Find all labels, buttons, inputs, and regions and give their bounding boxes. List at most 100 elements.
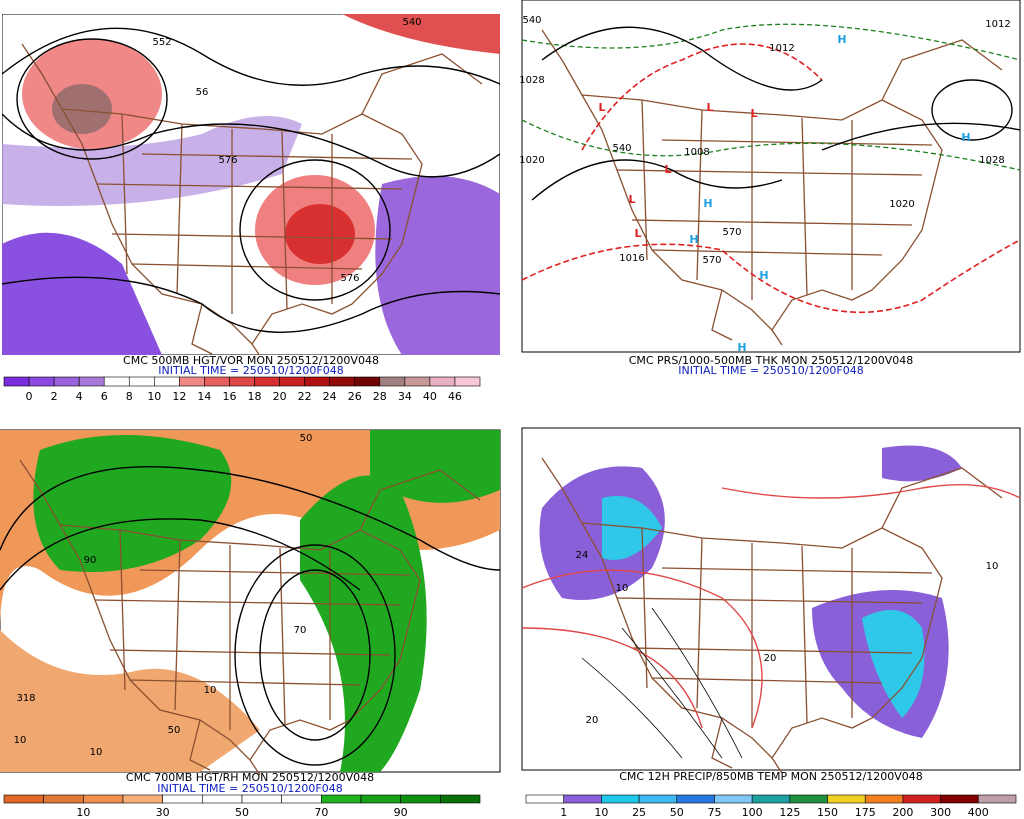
panel-title: CMC 500MB HGT/VOR MON 250512/1200V048 xyxy=(123,354,379,367)
colorbar-swatch xyxy=(902,794,941,804)
colorbar-swatch xyxy=(304,376,330,387)
colorbar-swatch xyxy=(28,376,55,387)
contour-label: 10 xyxy=(986,561,999,572)
colorbar-label: 10 xyxy=(76,806,90,819)
colorbar-label: 30 xyxy=(156,806,170,819)
pressure-symbol: L xyxy=(664,163,671,176)
pressure-symbol: L xyxy=(706,101,713,114)
contour-label: 24 xyxy=(576,550,589,561)
pressure-symbol: L xyxy=(598,101,605,114)
colorbar-label: 150 xyxy=(817,806,838,819)
colorbar-label: 8 xyxy=(126,390,133,403)
colorbar-label: 2 xyxy=(51,390,58,403)
colorbar-swatch xyxy=(354,376,381,387)
colorbar-label: 12 xyxy=(172,390,186,403)
colorbar-swatch xyxy=(154,376,180,387)
panel-title: CMC 12H PRECIP/850MB TEMP MON 250512/120… xyxy=(619,770,923,783)
panel-title: CMC PRS/1000-500MB THK MON 250512/1200V0… xyxy=(629,354,914,367)
colorbar-label: 20 xyxy=(273,390,287,403)
contour-label: 1016 xyxy=(619,253,644,264)
initial-time: INITIAL TIME = 250510/1200F048 xyxy=(157,782,342,795)
colorbar-swatch xyxy=(254,376,280,387)
colorbar-label: 100 xyxy=(742,806,763,819)
colorbar-label: 400 xyxy=(968,806,989,819)
colorbar-swatch xyxy=(440,794,481,804)
contour-label: 1028 xyxy=(979,155,1004,166)
colorbar-label: 70 xyxy=(314,806,328,819)
pressure-symbol: L xyxy=(750,107,757,120)
contour-label: 56 xyxy=(196,87,209,98)
contour-label: 1012 xyxy=(769,43,794,54)
contour-label: 20 xyxy=(764,653,777,664)
colorbar-swatch xyxy=(204,376,230,387)
pressure-symbol: H xyxy=(689,233,698,246)
panel-title: CMC 700MB HGT/RH MON 250512/1200V048 xyxy=(126,771,374,784)
colorbar-swatch xyxy=(400,794,441,804)
colorbar-swatch xyxy=(714,794,753,804)
contour-label: 540 xyxy=(402,17,421,28)
pressure-symbol: L xyxy=(634,227,641,240)
contour-label: 1020 xyxy=(519,155,544,166)
precip-map xyxy=(521,427,1021,774)
colorbar-label: 22 xyxy=(298,390,312,403)
colorbar-swatch xyxy=(329,376,356,387)
contour-label: 576 xyxy=(218,155,237,166)
colorbar-swatch xyxy=(3,376,30,387)
pressure-symbol: H xyxy=(837,33,846,46)
colorbar-swatch xyxy=(53,376,80,387)
colorbar-swatch xyxy=(454,376,481,387)
initial-time: INITIAL TIME = 250510/1200F048 xyxy=(678,364,863,377)
colorbar-swatch xyxy=(429,376,456,387)
initial-time: INITIAL TIME = 250510/1200F048 xyxy=(158,364,343,377)
colorbar-swatch xyxy=(751,794,791,804)
contour-label: 20 xyxy=(586,715,599,726)
colorbar-swatch xyxy=(379,376,406,387)
colorbar-label: 50 xyxy=(670,806,684,819)
pressure-symbol: L xyxy=(628,193,635,206)
colorbar-swatch xyxy=(827,794,866,804)
colorbar-label: 90 xyxy=(394,806,408,819)
colorbar-swatch xyxy=(864,794,904,804)
contour-label: 10 xyxy=(90,747,103,758)
colorbar-swatch xyxy=(279,376,305,387)
colorbar-swatch xyxy=(676,794,715,804)
colorbar-label: 10 xyxy=(594,806,608,819)
pressure-symbol: H xyxy=(737,341,746,354)
colorbar-swatch xyxy=(202,794,243,804)
colorbar-label: 0 xyxy=(26,390,33,403)
contour-label: 50 xyxy=(300,433,313,444)
colorbar-swatch xyxy=(978,794,1017,804)
colorbar-swatch xyxy=(525,794,564,804)
humidity-map xyxy=(0,429,501,776)
colorbar-label: 6 xyxy=(101,390,108,403)
colorbar-swatch xyxy=(229,376,255,387)
colorbar-swatch xyxy=(789,794,828,804)
colorbar-label: 125 xyxy=(779,806,800,819)
colorbar-swatch xyxy=(404,376,431,387)
colorbar-label: 25 xyxy=(632,806,646,819)
colorbar-swatch xyxy=(162,794,203,804)
colorbar-swatch xyxy=(103,376,130,387)
contour-label: 1020 xyxy=(889,199,914,210)
colorbar-swatch xyxy=(321,794,362,804)
colorbar-label: 14 xyxy=(197,390,211,403)
contour-label: 50 xyxy=(168,725,181,736)
contour-label: 90 xyxy=(84,555,97,566)
contour-label: 540 xyxy=(522,15,541,26)
colorbar-swatch xyxy=(122,794,163,804)
colorbar-label: 24 xyxy=(323,390,337,403)
colorbar-label: 16 xyxy=(222,390,236,403)
colorbar-swatch xyxy=(179,376,205,387)
contour-label: 540 xyxy=(612,143,631,154)
colorbar-swatch xyxy=(360,794,401,804)
colorbar-swatch xyxy=(563,794,602,804)
contour-label: 70 xyxy=(294,625,307,636)
contour-label: 1028 xyxy=(519,75,544,86)
vorticity-map xyxy=(2,14,500,355)
contour-label: 570 xyxy=(702,255,721,266)
colorbar-label: 1 xyxy=(560,806,567,819)
contour-label: 318 xyxy=(16,693,35,704)
colorbar-label: 50 xyxy=(235,806,249,819)
pressure-symbol: H xyxy=(703,197,712,210)
